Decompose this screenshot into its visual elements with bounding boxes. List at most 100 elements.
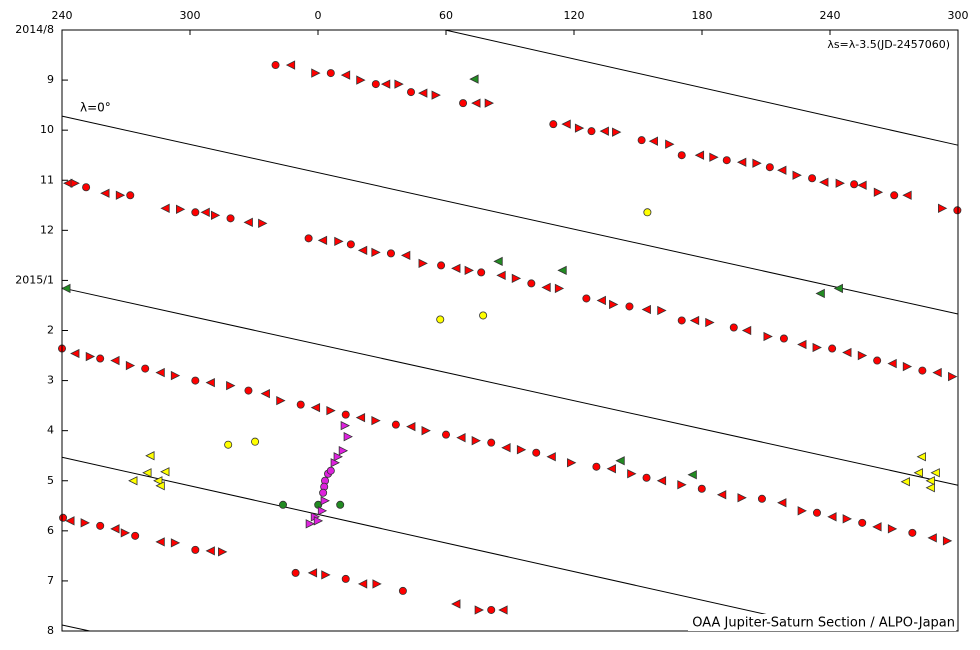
point — [677, 480, 687, 490]
point — [872, 522, 882, 532]
annotation: λs=λ-3.5(JD-2457060) — [827, 38, 950, 51]
point — [200, 207, 210, 217]
point — [160, 203, 170, 213]
point — [887, 524, 898, 534]
point — [498, 605, 508, 615]
point — [338, 446, 349, 456]
point — [642, 473, 651, 482]
point — [142, 468, 152, 478]
point — [612, 127, 622, 137]
point — [737, 493, 747, 503]
point — [842, 514, 852, 524]
point — [340, 70, 351, 80]
point — [484, 98, 494, 108]
point — [115, 190, 126, 200]
point — [341, 574, 350, 583]
point — [587, 127, 596, 136]
y-tick-label: 12 — [40, 223, 54, 236]
point — [371, 80, 380, 89]
reference-line — [445, 29, 959, 146]
reference-line — [61, 287, 959, 486]
point — [900, 477, 910, 487]
point — [527, 279, 536, 288]
point — [902, 190, 912, 200]
reference-line — [61, 456, 841, 632]
point — [244, 386, 253, 395]
point — [205, 546, 215, 556]
point — [205, 377, 215, 388]
point — [100, 188, 110, 198]
point — [471, 436, 481, 446]
point — [557, 265, 567, 276]
point — [110, 524, 120, 534]
point — [812, 508, 821, 517]
point — [82, 183, 91, 192]
point — [918, 366, 927, 375]
point — [456, 433, 466, 443]
point — [260, 388, 270, 399]
point — [599, 126, 609, 136]
point — [657, 305, 667, 316]
point — [765, 163, 774, 172]
point — [320, 496, 330, 506]
point — [394, 79, 404, 89]
point — [128, 476, 138, 486]
y-tick-label: 3 — [47, 374, 54, 387]
point — [276, 395, 286, 406]
point — [336, 500, 345, 509]
point — [110, 355, 120, 366]
credit: OAA Jupiter-Saturn Section / ALPO-Japan — [692, 616, 955, 631]
x-tick-label: 180 — [692, 9, 713, 22]
point — [916, 452, 926, 462]
point — [873, 356, 882, 365]
point — [226, 214, 235, 223]
point — [689, 315, 700, 326]
y-tick-label: 2015/1 — [15, 273, 54, 286]
point — [271, 61, 280, 70]
point — [418, 88, 428, 98]
point — [857, 350, 868, 361]
point — [697, 484, 706, 493]
point — [307, 568, 318, 578]
point — [310, 402, 321, 413]
point — [319, 488, 328, 497]
y-tick-label: 2 — [47, 324, 54, 337]
point — [496, 270, 506, 281]
point — [908, 528, 917, 537]
point — [487, 605, 496, 614]
point — [131, 531, 140, 540]
point — [155, 367, 165, 378]
point — [827, 512, 837, 522]
point — [858, 518, 867, 527]
point — [819, 177, 829, 187]
line-label: λ=0° — [80, 101, 111, 115]
point — [155, 481, 165, 491]
point — [218, 547, 228, 557]
x-tick-label: 300 — [180, 9, 201, 22]
point — [833, 283, 843, 294]
point — [317, 235, 328, 245]
point — [210, 210, 221, 220]
point — [436, 315, 445, 324]
point — [343, 432, 353, 442]
point — [346, 240, 355, 249]
point — [532, 448, 541, 457]
point — [648, 136, 658, 146]
x-tick-label: 60 — [439, 9, 453, 22]
point — [441, 430, 450, 439]
point — [407, 88, 416, 97]
y-tick-label: 8 — [47, 624, 54, 637]
point — [687, 470, 697, 480]
point — [459, 99, 468, 108]
point — [857, 180, 867, 190]
point — [828, 344, 837, 353]
point — [815, 288, 825, 299]
point — [493, 256, 503, 267]
point — [326, 466, 335, 475]
point — [938, 203, 948, 213]
point — [191, 545, 200, 554]
point — [226, 380, 236, 391]
point — [763, 331, 773, 342]
point — [615, 456, 625, 466]
point — [835, 178, 845, 188]
